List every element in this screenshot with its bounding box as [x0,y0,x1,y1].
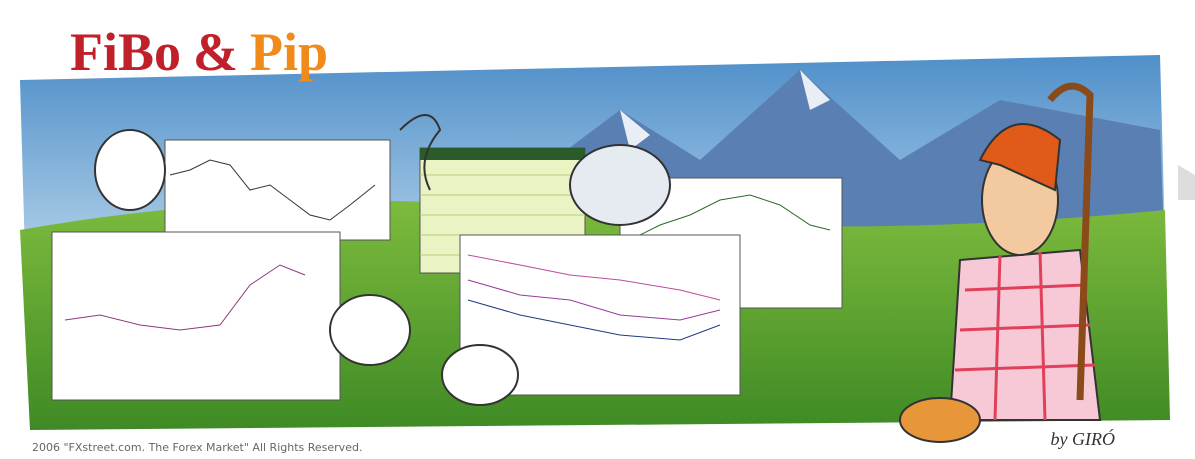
title-left: FiBo&Pip [70,22,328,82]
title-part: & [193,22,238,82]
chart-panel [165,140,390,240]
edge-tab [1178,165,1195,200]
title-part: Pip [250,22,328,82]
copyright: 2006 "FXstreet.com. The Forex Market" Al… [32,441,362,454]
signature: by GIRÓ [1051,428,1115,449]
title-part: FiBo [70,22,181,82]
illustration: FiBo&Pip 2006 "FXstreet.com. The Forex M… [0,0,1195,459]
chart-panel [52,232,340,400]
